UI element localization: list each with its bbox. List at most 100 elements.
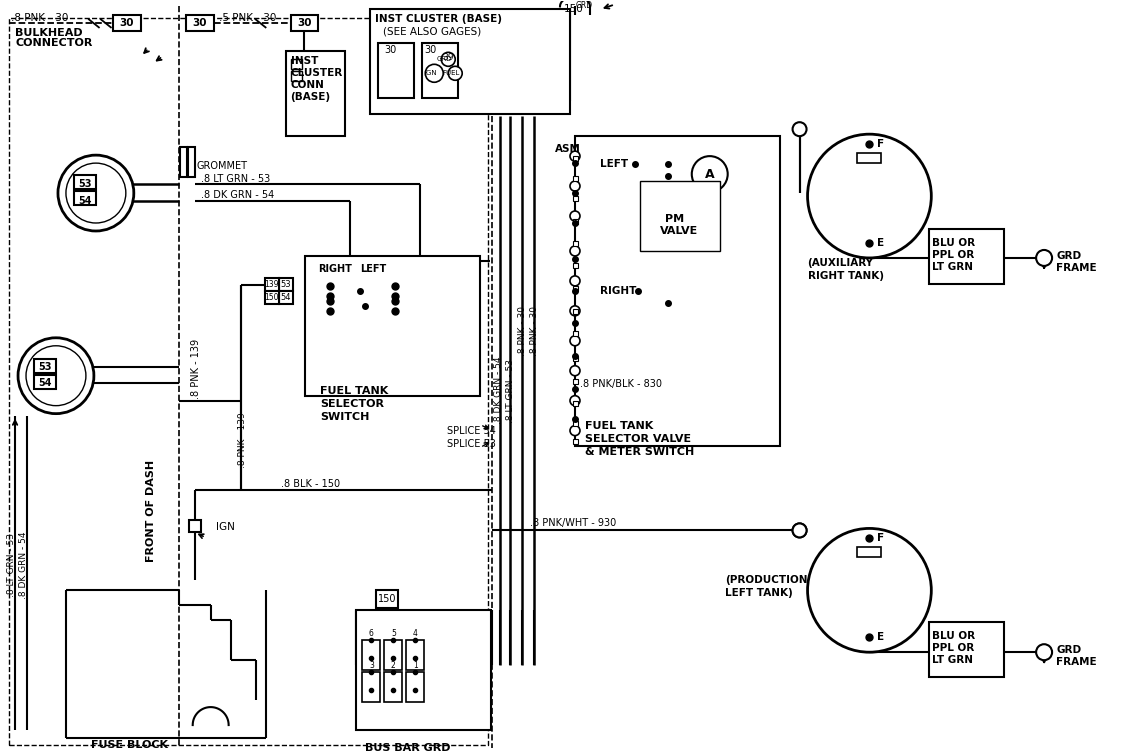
Bar: [265, 291, 278, 304]
Text: .8 PNK/BLK - 830: .8 PNK/BLK - 830: [580, 379, 662, 389]
Circle shape: [808, 134, 932, 258]
Text: (BASE): (BASE): [291, 92, 331, 102]
Text: 3: 3: [369, 661, 374, 670]
Bar: [291, 59, 302, 70]
Text: (PRODUCTION: (PRODUCTION: [725, 575, 808, 585]
Text: .8 PNK - 30: .8 PNK - 30: [529, 305, 538, 356]
Circle shape: [570, 211, 580, 221]
Text: INST: INST: [291, 56, 318, 67]
Text: CLUSTER: CLUSTER: [291, 68, 343, 79]
Text: (SEE ALSO GAGES): (SEE ALSO GAGES): [383, 26, 482, 36]
Text: LT GRN: LT GRN: [933, 262, 974, 272]
Bar: [573, 286, 578, 291]
Circle shape: [570, 336, 580, 345]
Text: 5: 5: [391, 629, 395, 638]
Bar: [573, 196, 578, 201]
Text: 30: 30: [298, 18, 311, 29]
Circle shape: [18, 338, 94, 414]
Text: E: E: [877, 238, 885, 248]
Text: 53: 53: [39, 361, 52, 372]
Circle shape: [1036, 644, 1052, 660]
Text: FUEL TANK: FUEL TANK: [320, 386, 389, 395]
Text: 6: 6: [369, 629, 374, 638]
Text: (AUXILIARY: (AUXILIARY: [808, 258, 874, 268]
Text: RIGHT: RIGHT: [600, 286, 636, 296]
Text: FRONT OF DASH: FRONT OF DASH: [145, 460, 156, 562]
Text: .8 BLK - 150: .8 BLK - 150: [281, 479, 340, 488]
Text: 150: 150: [265, 293, 278, 302]
Bar: [858, 547, 882, 557]
Text: PM: PM: [665, 214, 684, 224]
Circle shape: [570, 276, 580, 286]
Bar: [291, 71, 302, 81]
Text: IGN: IGN: [216, 522, 234, 532]
Bar: [407, 672, 424, 702]
Circle shape: [26, 345, 86, 406]
Bar: [306, 256, 481, 395]
Text: 30: 30: [119, 18, 134, 29]
Text: 30: 30: [424, 45, 436, 55]
Bar: [112, 15, 141, 31]
Circle shape: [570, 426, 580, 435]
Bar: [285, 51, 345, 136]
Bar: [74, 191, 95, 205]
Text: 2: 2: [391, 661, 395, 670]
Text: SPLICE 54: SPLICE 54: [448, 426, 496, 435]
Bar: [640, 181, 720, 251]
Bar: [573, 379, 578, 384]
Text: LEFT TANK): LEFT TANK): [725, 588, 793, 598]
Text: .5 PNK - 30: .5 PNK - 30: [218, 14, 276, 23]
Bar: [278, 278, 292, 291]
Circle shape: [441, 52, 456, 67]
Bar: [384, 672, 402, 702]
Text: 30: 30: [384, 45, 396, 55]
Circle shape: [570, 246, 580, 256]
Text: .8 DK GRN - 54: .8 DK GRN - 54: [494, 357, 502, 424]
Bar: [384, 640, 402, 670]
Text: 54: 54: [39, 378, 52, 388]
Text: 39: 39: [442, 53, 453, 62]
Bar: [291, 15, 318, 31]
Text: .8 LT GRN - 53: .8 LT GRN - 53: [201, 174, 270, 184]
Text: GRD: GRD: [576, 1, 593, 10]
Bar: [378, 43, 415, 98]
Bar: [34, 359, 56, 373]
Text: 150: 150: [563, 5, 584, 14]
Text: PPL OR: PPL OR: [933, 643, 975, 653]
Text: GRD: GRD: [1056, 645, 1081, 655]
Circle shape: [793, 523, 807, 538]
Text: E: E: [877, 632, 885, 643]
Text: F: F: [877, 139, 885, 149]
Text: .8 PNK/WHT - 930: .8 PNK/WHT - 930: [531, 519, 617, 528]
Text: FUEL: FUEL: [443, 70, 460, 76]
Circle shape: [449, 67, 462, 80]
Text: SPLICE 53: SPLICE 53: [448, 438, 496, 448]
Bar: [573, 356, 578, 361]
Bar: [573, 241, 578, 246]
Text: LEFT: LEFT: [360, 264, 386, 274]
Text: RIGHT TANK): RIGHT TANK): [808, 271, 884, 281]
Circle shape: [793, 523, 807, 538]
Bar: [278, 291, 292, 304]
Text: PPL OR: PPL OR: [933, 250, 975, 260]
Text: GRD: GRD: [436, 56, 452, 62]
Circle shape: [570, 306, 580, 316]
Text: .8 PNK - 30: .8 PNK - 30: [518, 305, 527, 356]
Text: .8 DK GRN - 54: .8 DK GRN - 54: [18, 531, 27, 599]
Text: BLU OR: BLU OR: [933, 238, 976, 248]
Bar: [357, 610, 491, 730]
Text: .8 LT GRN - 53: .8 LT GRN - 53: [506, 358, 515, 423]
Text: 30: 30: [192, 18, 207, 29]
Text: & METER SWITCH: & METER SWITCH: [585, 447, 694, 457]
Text: 4: 4: [412, 629, 418, 638]
Bar: [179, 147, 186, 177]
Text: FUEL TANK: FUEL TANK: [585, 420, 653, 431]
Bar: [573, 420, 578, 426]
Bar: [423, 43, 458, 98]
Text: .8 LT GRN - 53: .8 LT GRN - 53: [7, 534, 16, 597]
Text: F: F: [877, 534, 885, 544]
Text: RIGHT: RIGHT: [318, 264, 352, 274]
Text: BLU OR: BLU OR: [933, 631, 976, 641]
Bar: [370, 9, 570, 114]
Bar: [573, 331, 578, 336]
